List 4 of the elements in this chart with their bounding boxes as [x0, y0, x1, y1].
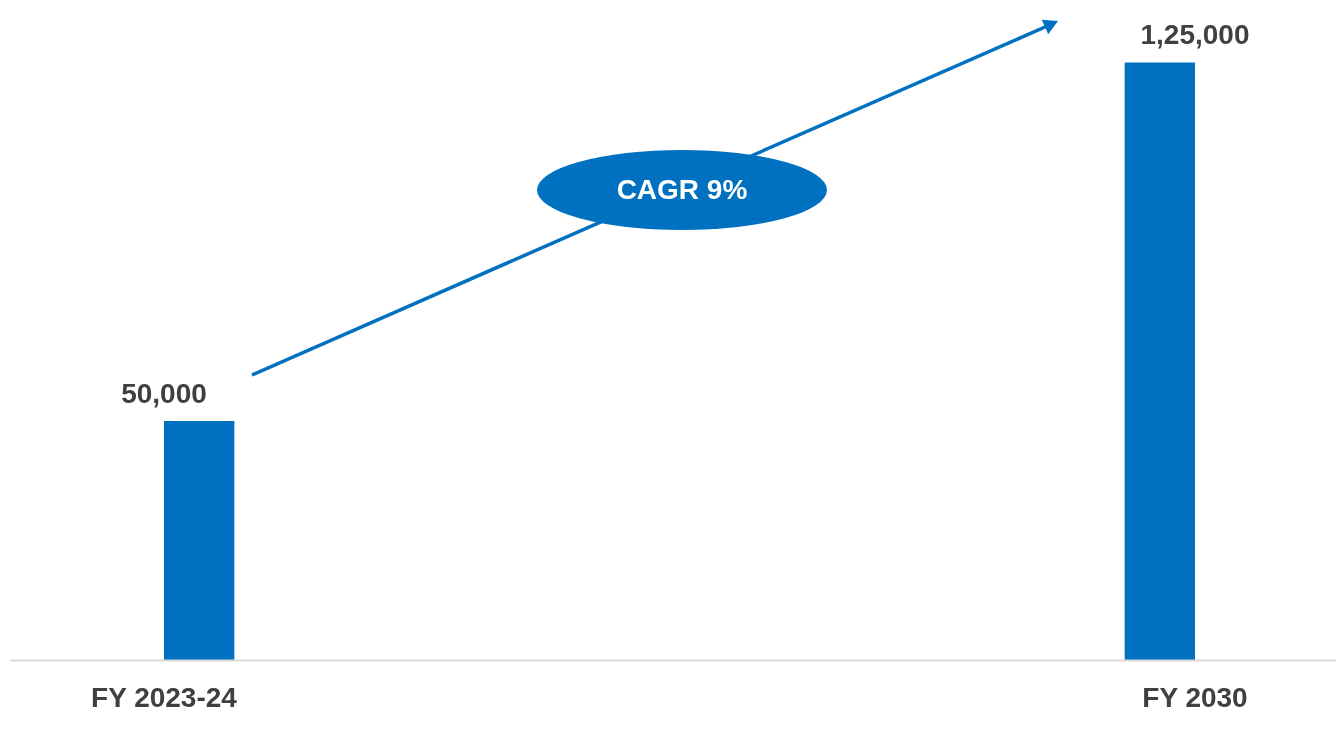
x-tick-label: FY 2030 — [1142, 681, 1248, 713]
x-tick-label: FY 2023-24 — [91, 681, 238, 713]
data-label: 50,000 — [121, 378, 207, 410]
data-label: 1,25,000 — [1140, 19, 1250, 51]
